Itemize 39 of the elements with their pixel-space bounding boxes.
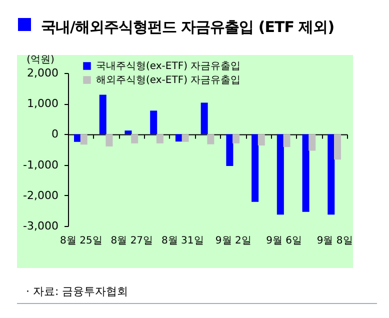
x-tick-label: 8월 31일 [162,236,204,246]
bar [207,134,214,144]
bar [328,134,335,215]
x-tick-label: 9월 6일 [266,236,302,246]
bar [252,134,259,202]
bar [74,134,82,142]
y-tick-label: 2,000 [27,66,58,80]
y-tick-label: -1,000 [23,158,58,172]
bar [308,134,316,151]
bar [156,134,164,144]
bar [302,134,310,212]
bar [80,134,88,145]
bar [283,134,290,148]
x-tick-label: 9월 2일 [215,236,252,246]
bar [106,134,113,146]
bar [226,134,234,166]
bar [175,134,182,142]
y-tick-label: 0 [52,128,58,141]
text: · 자료: 금융투자협회 [26,284,128,299]
bar [150,110,158,134]
x-tick-label: 8월 25일 [60,236,102,246]
legend-label: 해외주식형(ex-ETF) 자금유출입 [96,75,241,86]
bar [334,134,341,160]
bar [182,134,189,142]
bar [124,130,132,134]
bar [276,134,284,215]
bar [200,102,208,134]
y-tick-label: 1,000 [27,97,58,110]
y-axis-title: (억원) [26,54,54,66]
y-tick-label: -3,000 [23,220,58,232]
bar [258,134,265,146]
chart-title: 국내/해외주식형펀드 자금유출입 (ETF 제외) [41,18,334,36]
y-tick-label: -2,000 [23,188,58,202]
bar [99,94,106,134]
bar [232,134,240,144]
bar [131,134,138,144]
x-tick-label: 8월 27일 [110,236,154,246]
x-tick-label: 9월 8일 [316,236,353,246]
legend-label: 국내주식형(ex-ETF) 자금유출입 [96,61,241,72]
